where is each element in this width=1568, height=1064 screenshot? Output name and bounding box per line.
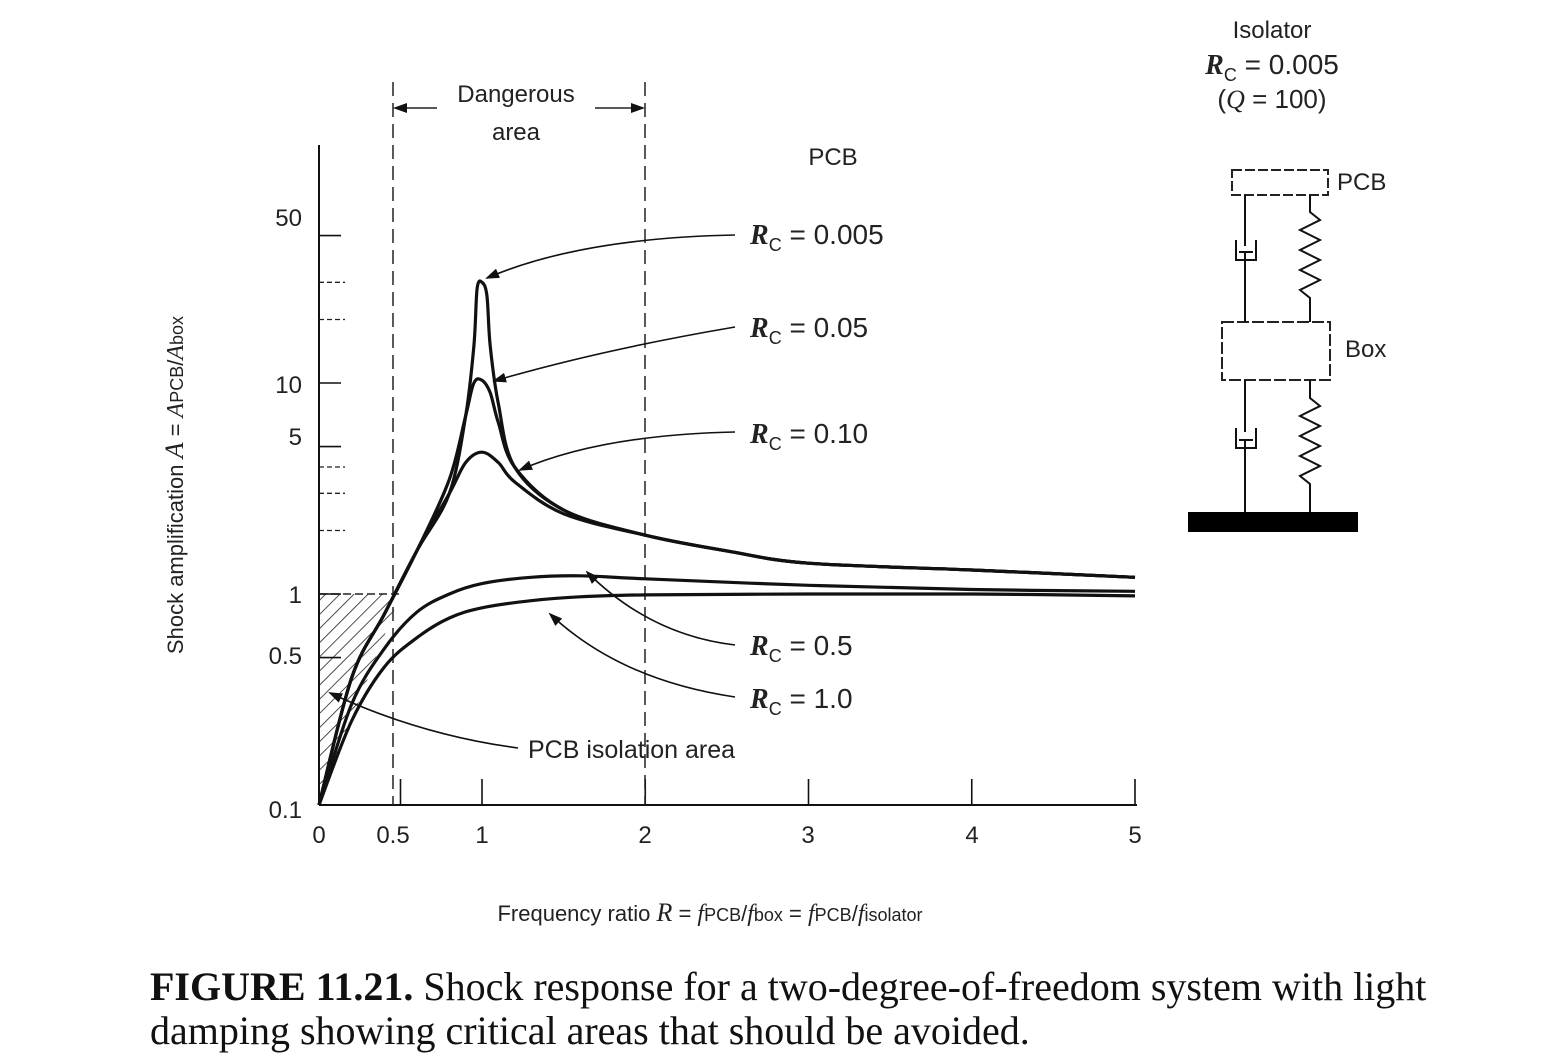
x-tick-label-3: 3 xyxy=(801,822,814,849)
y-tick-label-1: 1 xyxy=(289,582,302,609)
curve-annotations: PCB RC = 0.005 RC = 0.05 RC = 0.10 RC = … xyxy=(328,144,884,764)
isolator-schematic: Isolator RC = 0.005 (Q = 100) PCB Box xyxy=(1188,17,1386,532)
x-tick-label-5: 5 xyxy=(1128,822,1141,849)
series-label-rc-0.5: RC = 0.5 xyxy=(749,630,853,666)
y-minor-ticks xyxy=(319,281,345,532)
series-line-rc-0.005 xyxy=(317,279,1136,806)
leader-arrow-rc-0.10 xyxy=(518,431,736,471)
upper-spring-icon xyxy=(1297,195,1323,322)
isolation-area-label: PCB isolation area xyxy=(528,736,735,764)
leader-arrow-rc-1.0 xyxy=(548,612,736,698)
x-tick-label-0.5: 0.5 xyxy=(376,822,409,849)
dangerous-area-label-line1: Dangerous xyxy=(457,81,574,108)
leader-arrow-isolation-area xyxy=(328,692,519,749)
figure-caption-label: FIGURE 11.21. xyxy=(150,964,414,1009)
upper-damper-icon xyxy=(1235,195,1257,322)
pcb-mass-label: PCB xyxy=(1337,169,1386,196)
isolator-title: Isolator xyxy=(1233,17,1312,44)
series-line-rc-0.10 xyxy=(317,450,1136,806)
leader-arrow-rc-0.05 xyxy=(492,326,736,383)
series-label-rc-0.05: RC = 0.05 xyxy=(749,312,868,348)
x-tick-label-0: 0 xyxy=(312,822,325,849)
tick-labels: 0.1 0.5 1 5 10 50 0 0.5 1 2 3 4 5 xyxy=(269,205,1142,849)
y-tick-label-50: 50 xyxy=(275,205,302,232)
x-tick-label-2: 2 xyxy=(638,822,651,849)
figure-caption: FIGURE 11.21. Shock response for a two-d… xyxy=(150,965,1550,1053)
dangerous-area-label-line2: area xyxy=(492,119,541,146)
figure-caption-text: Shock response for a two-degree-of-freed… xyxy=(150,964,1427,1053)
series-line-rc-0.5 xyxy=(317,574,1136,806)
x-tick-label-4: 4 xyxy=(965,822,978,849)
x-axis-label: Frequency ratio R = fPCB/fbox = fPCB/fis… xyxy=(497,898,922,927)
series-label-rc-0.10: RC = 0.10 xyxy=(749,418,868,454)
lower-spring-icon xyxy=(1297,380,1323,512)
series-line-rc-1.0 xyxy=(317,592,1136,806)
y-tick-label-10: 10 xyxy=(275,372,302,399)
isolator-rc-value: RC = 0.005 xyxy=(1204,49,1339,85)
lower-damper-icon xyxy=(1235,380,1257,512)
series-group xyxy=(317,279,1136,806)
y-tick-label-0.5: 0.5 xyxy=(269,643,302,670)
y-tick-label-5: 5 xyxy=(289,424,302,451)
series-label-rc-1.0: RC = 1.0 xyxy=(749,683,853,719)
leader-arrow-rc-0.005 xyxy=(485,234,736,279)
leader-arrow-rc-0.5 xyxy=(585,570,736,646)
pcb-header-label: PCB xyxy=(808,144,857,171)
y-tick-label-0.1: 0.1 xyxy=(269,797,302,824)
y-axis-label: Shock amplification A = APCB/Abox xyxy=(160,316,189,654)
dangerous-area: Dangerous area xyxy=(392,81,646,805)
ground-base xyxy=(1188,512,1358,532)
pcb-mass-block xyxy=(1231,169,1329,196)
x-tick-label-1: 1 xyxy=(475,822,488,849)
isolator-q-value: (Q = 100) xyxy=(1217,84,1326,114)
series-label-rc-0.005: RC = 0.005 xyxy=(749,219,884,255)
box-mass-block xyxy=(1221,321,1331,381)
box-mass-label: Box xyxy=(1345,336,1386,363)
axes xyxy=(318,145,1137,806)
